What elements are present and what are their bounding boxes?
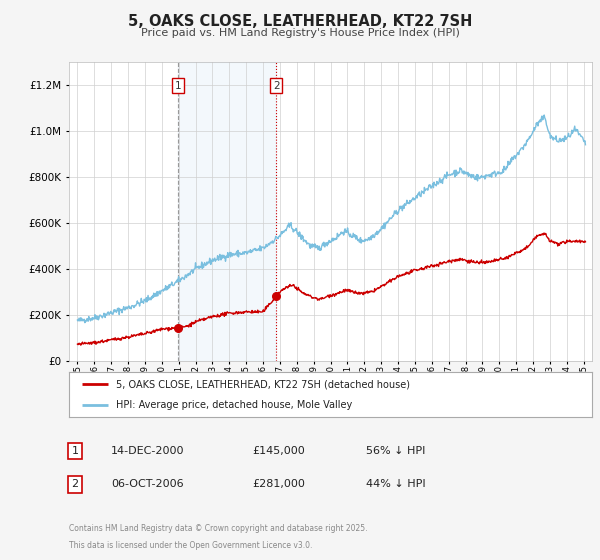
Text: £145,000: £145,000	[252, 446, 305, 456]
Text: 44% ↓ HPI: 44% ↓ HPI	[366, 479, 425, 489]
Bar	[178, 62, 276, 361]
Text: This data is licensed under the Open Government Licence v3.0.: This data is licensed under the Open Gov…	[69, 541, 313, 550]
Text: £281,000: £281,000	[252, 479, 305, 489]
Text: 5, OAKS CLOSE, LEATHERHEAD, KT22 7SH (detached house): 5, OAKS CLOSE, LEATHERHEAD, KT22 7SH (de…	[116, 380, 410, 390]
Text: HPI: Average price, detached house, Mole Valley: HPI: Average price, detached house, Mole…	[116, 400, 352, 410]
Text: 2: 2	[71, 479, 79, 489]
Text: 1: 1	[71, 446, 79, 456]
Text: Price paid vs. HM Land Registry's House Price Index (HPI): Price paid vs. HM Land Registry's House …	[140, 28, 460, 38]
Text: 14-DEC-2000: 14-DEC-2000	[111, 446, 185, 456]
Text: 2: 2	[273, 81, 280, 91]
Text: 1: 1	[175, 81, 182, 91]
Text: 56% ↓ HPI: 56% ↓ HPI	[366, 446, 425, 456]
Text: Contains HM Land Registry data © Crown copyright and database right 2025.: Contains HM Land Registry data © Crown c…	[69, 524, 367, 533]
Text: 5, OAKS CLOSE, LEATHERHEAD, KT22 7SH: 5, OAKS CLOSE, LEATHERHEAD, KT22 7SH	[128, 14, 472, 29]
Text: 06-OCT-2006: 06-OCT-2006	[111, 479, 184, 489]
